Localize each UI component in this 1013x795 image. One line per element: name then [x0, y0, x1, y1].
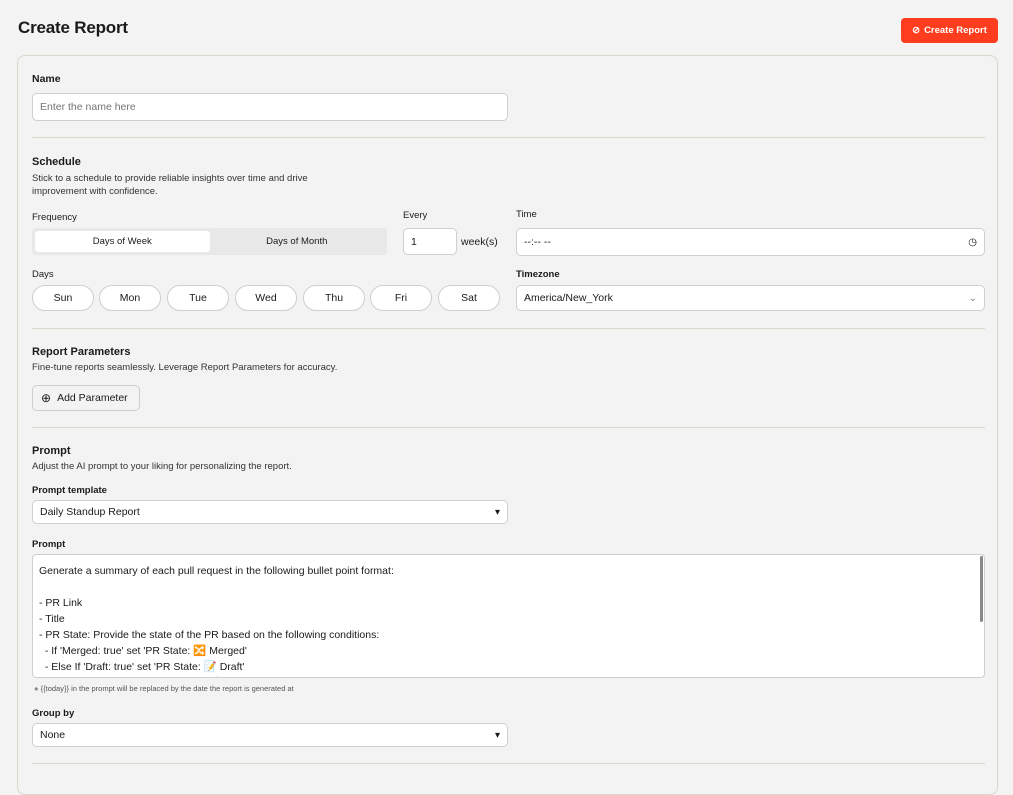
create-report-button[interactable]: ⊘ Create Report — [901, 18, 998, 43]
every-label: Every — [403, 210, 428, 221]
prompt-description: Adjust the AI prompt to your liking for … — [32, 461, 292, 472]
frequency-label: Frequency — [32, 212, 77, 223]
day-mon[interactable]: Mon — [99, 285, 161, 311]
check-circle-icon: ⊘ — [912, 25, 921, 36]
prompt-template-label: Prompt template — [32, 485, 107, 496]
timezone-label: Timezone — [516, 269, 560, 280]
day-sun[interactable]: Sun — [32, 285, 94, 311]
add-parameter-button[interactable]: ⊕ Add Parameter — [32, 385, 140, 411]
divider — [32, 763, 985, 764]
every-unit: week(s) — [461, 236, 498, 248]
parameters-title: Report Parameters — [32, 346, 131, 358]
info-icon: ● — [34, 684, 39, 693]
chevron-down-icon: ⌄ — [968, 292, 977, 304]
schedule-title: Schedule — [32, 156, 81, 168]
day-tue[interactable]: Tue — [167, 285, 229, 311]
prompt-template-select[interactable]: Daily Standup Report ▾ — [32, 500, 508, 524]
day-thu[interactable]: Thu — [303, 285, 365, 311]
divider — [32, 137, 985, 138]
day-fri[interactable]: Fri — [370, 285, 432, 311]
prompt-hint: ● {{today}} in the prompt will be replac… — [34, 684, 294, 693]
every-input[interactable]: 1 — [403, 228, 457, 255]
day-wed[interactable]: Wed — [235, 285, 297, 311]
time-label: Time — [516, 209, 537, 220]
prompt-title: Prompt — [32, 445, 71, 457]
group-by-label: Group by — [32, 708, 75, 719]
clock-icon[interactable]: ◷ — [968, 236, 977, 248]
plus-circle-icon: ⊕ — [41, 391, 52, 405]
days-label: Days — [32, 269, 54, 280]
day-sat[interactable]: Sat — [438, 285, 500, 311]
prompt-textarea[interactable]: Generate a summary of each pull request … — [32, 554, 985, 678]
tab-days-of-month[interactable]: Days of Month — [266, 236, 328, 247]
textarea-scrollbar[interactable] — [980, 556, 983, 622]
name-input[interactable] — [32, 93, 508, 121]
chevron-down-icon: ▾ — [494, 506, 500, 518]
time-input[interactable]: --:-- -- ◷ — [516, 228, 985, 256]
name-label: Name — [32, 73, 61, 85]
divider — [32, 328, 985, 329]
chevron-down-icon: ▾ — [494, 729, 500, 741]
prompt-label: Prompt — [32, 539, 66, 550]
tab-days-of-week[interactable]: Days of Week — [35, 231, 210, 252]
divider — [32, 427, 985, 428]
timezone-select[interactable]: America/New_York ⌄ — [516, 285, 985, 311]
group-by-select[interactable]: None ▾ — [32, 723, 508, 747]
page-title: Create Report — [18, 18, 128, 37]
schedule-description: Stick to a schedule to provide reliable … — [32, 173, 308, 197]
frequency-toggle: Days of Week Days of Month — [32, 228, 387, 255]
parameters-description: Fine-tune reports seamlessly. Leverage R… — [32, 362, 338, 373]
